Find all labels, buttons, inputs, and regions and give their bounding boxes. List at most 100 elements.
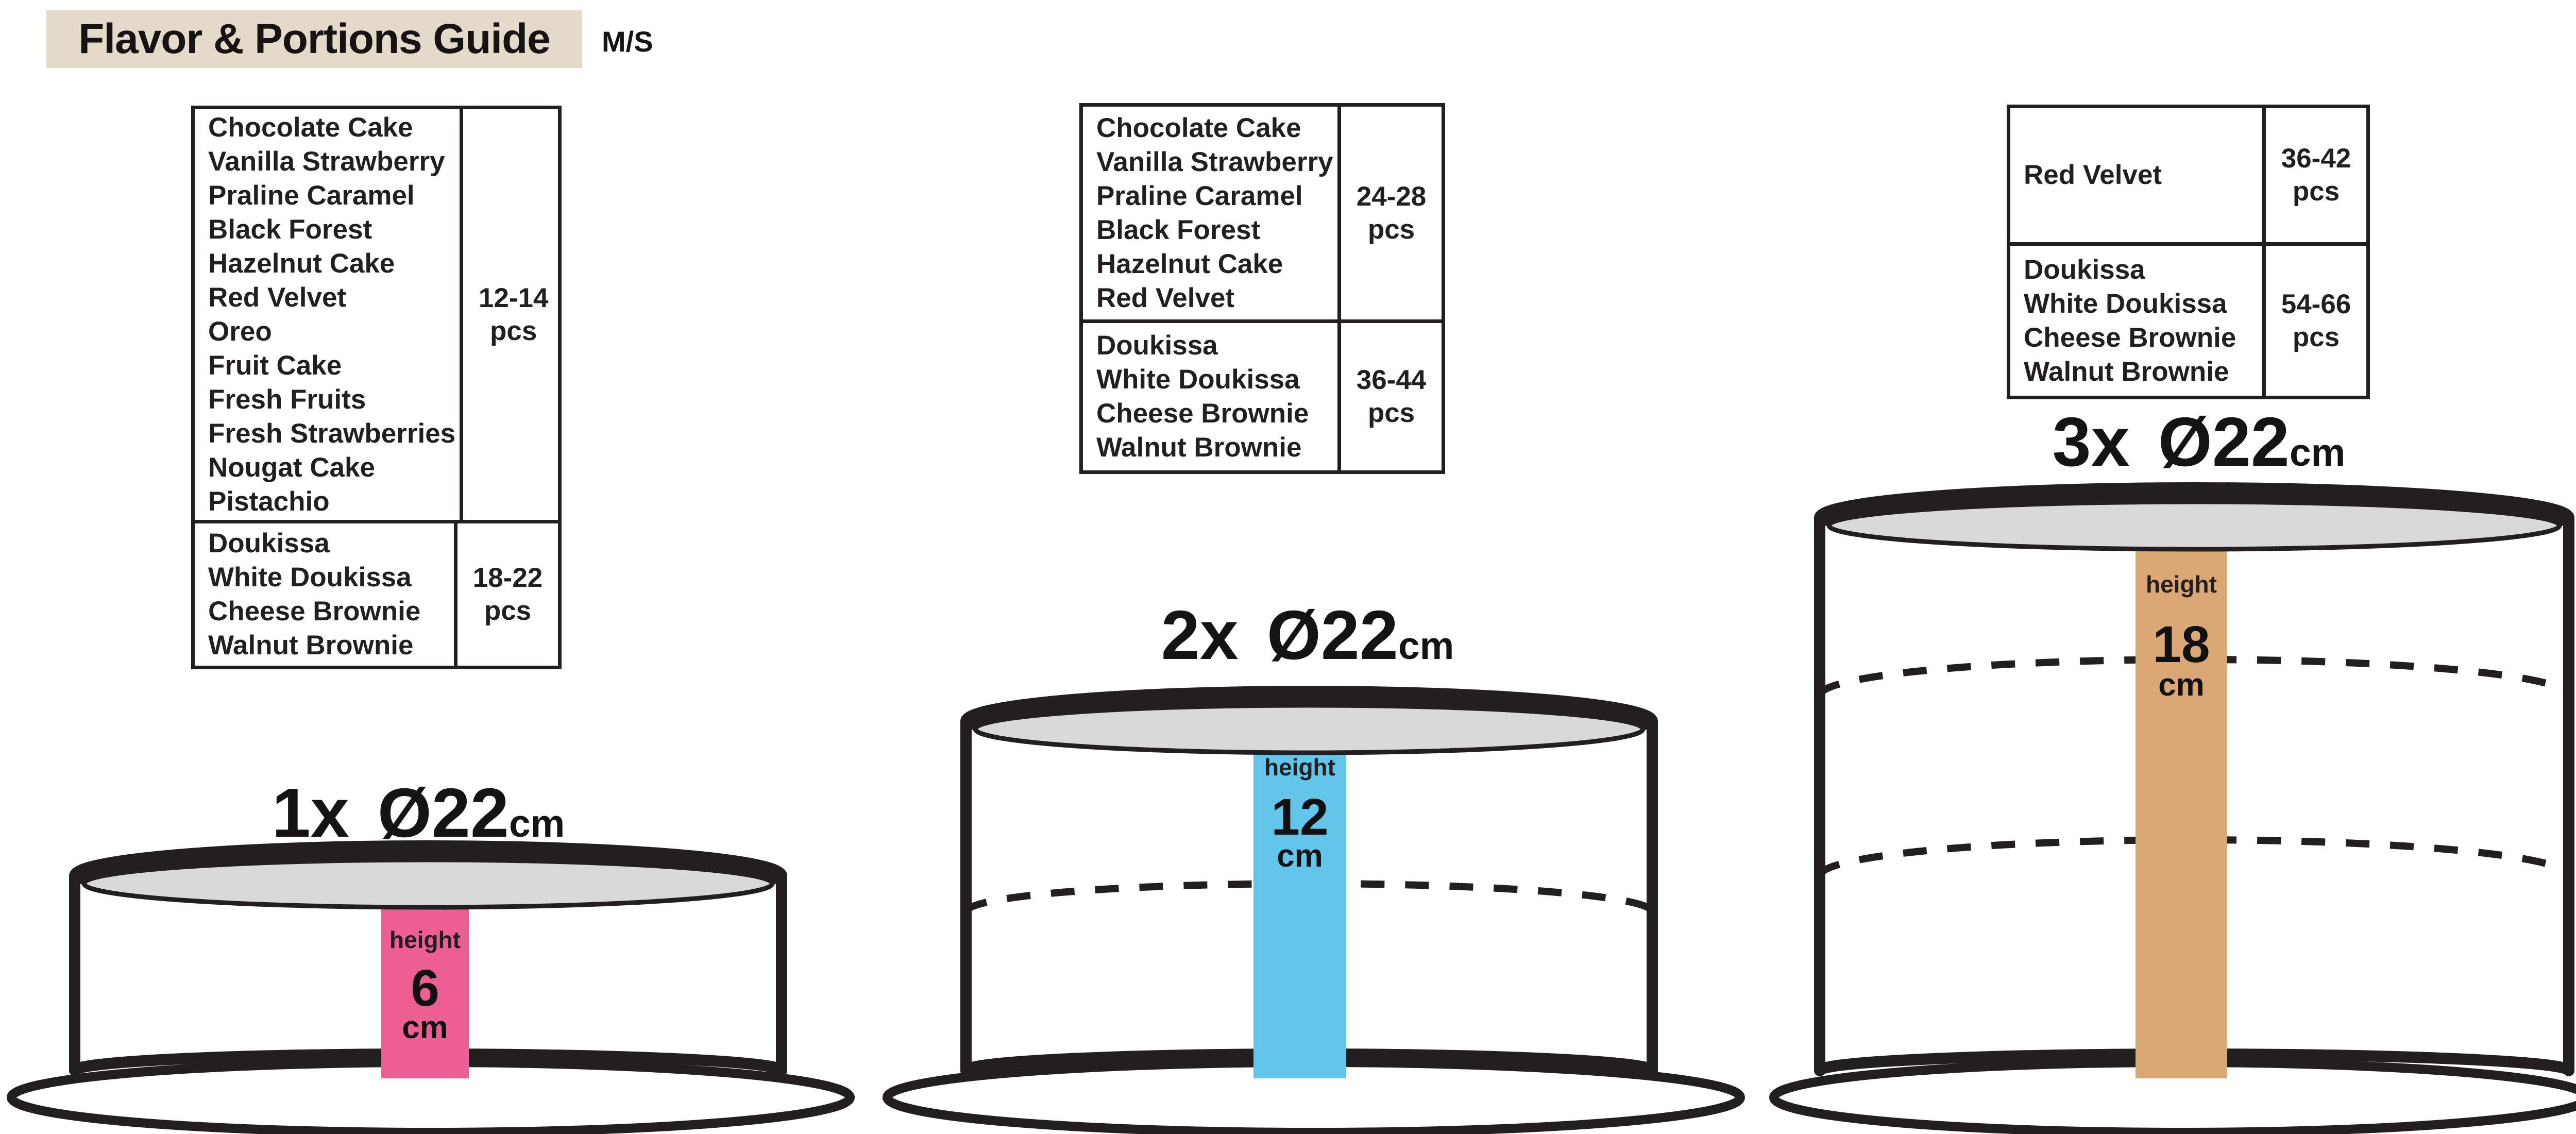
flavors-cell: Chocolate Cake Vanilla Strawberry Praline … <box>1083 107 1341 319</box>
flavor-item: Doukissa <box>2024 254 2145 285</box>
tier-divider <box>962 880 1656 913</box>
cake-size-label-3x: 3x Ø22cm <box>1890 407 2508 482</box>
flavors-cell: Chocolate Cake Vanilla Strawberry Praline … <box>195 109 464 520</box>
flavor-item: Walnut Brownie <box>2024 356 2229 387</box>
cake-size-label-1x: 1x Ø22cm <box>109 778 727 853</box>
flavor-item: Vanilla Strawberry <box>208 146 445 177</box>
flavor-item: Oreo <box>208 316 272 347</box>
flavor-item: Vanilla Strawberry <box>1096 146 1333 177</box>
flavor-item: Black Forest <box>1096 214 1261 245</box>
bar-height-unit: cm <box>402 1010 448 1045</box>
bar-height-value: 18 <box>2153 616 2210 673</box>
cake-diagram-2x: height 12 cm <box>883 686 1745 1134</box>
flavors-cell: Doukissa White Doukissa Cheese Brownie Waln… <box>1083 323 1341 470</box>
flavors-cell: Doukissa White Doukissa Cheese Brownie Waln… <box>2010 246 2266 396</box>
table-row: Chocolate Cake Vanilla Strawberry Praline … <box>195 109 558 520</box>
cake-top-surface <box>973 703 1646 755</box>
bar-height-label: height <box>2146 571 2217 598</box>
bar-height-label: height <box>389 926 461 953</box>
flavor-item: Red Velvet <box>1096 282 1235 313</box>
portions-cell: 18-22 pcs <box>457 523 558 666</box>
portions-cell: 36-44 pcs <box>1341 323 1442 470</box>
tier-divider <box>1816 656 2572 696</box>
page-title: Flavor & Portions Guide <box>78 15 551 62</box>
flavor-item: Walnut Brownie <box>208 630 414 661</box>
portions-range: 12-14 <box>478 282 549 313</box>
cake-count: 1x <box>272 774 349 852</box>
cake-diameter: Ø22 <box>377 774 509 852</box>
flavor-item: White Doukissa <box>2024 288 2227 319</box>
flavor-item: Red Velvet <box>208 282 347 313</box>
portions-unit: pcs <box>1367 214 1415 245</box>
cake-diameter: Ø22 <box>2158 403 2290 481</box>
table-row: Red Velvet 36-42 pcs <box>2010 108 2366 242</box>
cake-diagram-1x: height 6 cm <box>7 840 855 1134</box>
cake-diameter-unit: cm <box>1398 624 1454 667</box>
flavors-cell: Doukissa White Doukissa Cheese Brownie Waln… <box>195 523 457 666</box>
ms-label: M/S <box>602 25 653 58</box>
flavor-item: Nougat Cake <box>208 452 375 483</box>
flavor-item: Chocolate Cake <box>208 112 413 143</box>
portions-unit: pcs <box>2292 176 2340 207</box>
height-bar <box>381 878 469 1078</box>
flavor-item: Chocolate Cake <box>1096 112 1301 143</box>
flavor-item: Praline Caramel <box>1096 180 1303 211</box>
table-row: Chocolate Cake Vanilla Strawberry Praline … <box>1083 107 1442 319</box>
cake-top-surface <box>1826 499 2562 552</box>
cake-diameter: Ø22 <box>1266 596 1398 674</box>
portions-range: 54-66 <box>2281 289 2351 319</box>
flavor-item: Walnut Brownie <box>1096 432 1302 463</box>
height-bar <box>2136 528 2227 1078</box>
flavor-item: Hazelnut Cake <box>1096 248 1283 279</box>
portions-unit: pcs <box>2292 321 2340 352</box>
flavor-item: Doukissa <box>1096 330 1218 361</box>
height-bar <box>1253 724 1346 1078</box>
cake-top-surface <box>81 857 775 910</box>
flavor-item: Cheese Brownie <box>1096 398 1309 429</box>
tier-divider <box>1816 836 2572 876</box>
cake-count: 2x <box>1161 596 1239 674</box>
flavor-item: Black Forest <box>208 214 372 245</box>
portions-range: 36-42 <box>2281 143 2351 174</box>
bar-height-unit: cm <box>1277 838 1323 874</box>
flavor-item: Fruit Cake <box>208 350 342 381</box>
bar-height-value: 6 <box>411 959 439 1017</box>
cake-size-label-2x: 2x Ø22cm <box>998 600 1617 675</box>
portions-cell: 54-66 pcs <box>2266 246 2366 396</box>
cake-count: 3x <box>2052 403 2130 481</box>
flavors-cell: Red Velvet <box>2010 108 2266 242</box>
bar-height-label: height <box>1264 754 1335 781</box>
title-banner: Flavor & Portions Guide <box>46 10 582 68</box>
flavor-item: Fresh Fruits <box>208 384 366 415</box>
portions-table-3x: Red Velvet 36-42 pcs Doukissa White Douki… <box>2007 105 2370 399</box>
portions-range: 36-44 <box>1356 365 1427 395</box>
bar-height-value: 12 <box>1271 788 1328 846</box>
flavor-item: Fresh Strawberries <box>208 418 456 449</box>
portions-unit: pcs <box>490 315 537 346</box>
flavor-item: Cheese Brownie <box>2024 322 2236 353</box>
flavor-item: Hazelnut Cake <box>208 248 395 279</box>
flavor-item: White Doukissa <box>1096 364 1300 395</box>
portions-unit: pcs <box>1367 398 1415 428</box>
flavor-item: Praline Caramel <box>208 180 415 211</box>
cake-diameter-unit: cm <box>2289 431 2346 474</box>
flavor-item: Cheese Brownie <box>208 596 421 627</box>
portions-unit: pcs <box>484 596 532 626</box>
table-row: Doukissa White Doukissa Cheese Brownie Waln… <box>195 520 558 666</box>
portions-table-1x: Chocolate Cake Vanilla Strawberry Praline … <box>191 106 562 669</box>
portions-table-2x: Chocolate Cake Vanilla Strawberry Praline … <box>1079 103 1445 474</box>
bar-height-unit: cm <box>2158 667 2205 703</box>
portions-range: 24-28 <box>1356 181 1427 212</box>
flavor-item: Doukissa <box>208 528 330 558</box>
portions-cell: 36-42 pcs <box>2266 108 2366 242</box>
flavor-item: Pistachio <box>208 486 330 517</box>
portions-cell: 24-28 pcs <box>1341 107 1442 319</box>
portions-range: 18-22 <box>472 563 543 593</box>
flavor-item: Red Velvet <box>2024 160 2162 190</box>
table-row: Doukissa White Doukissa Cheese Brownie Waln… <box>2010 242 2366 396</box>
cake-diameter-unit: cm <box>509 802 565 845</box>
flavor-item: White Doukissa <box>208 562 412 593</box>
table-row: Doukissa White Doukissa Cheese Brownie Waln… <box>1083 319 1442 470</box>
portions-cell: 12-14 pcs <box>463 109 564 520</box>
